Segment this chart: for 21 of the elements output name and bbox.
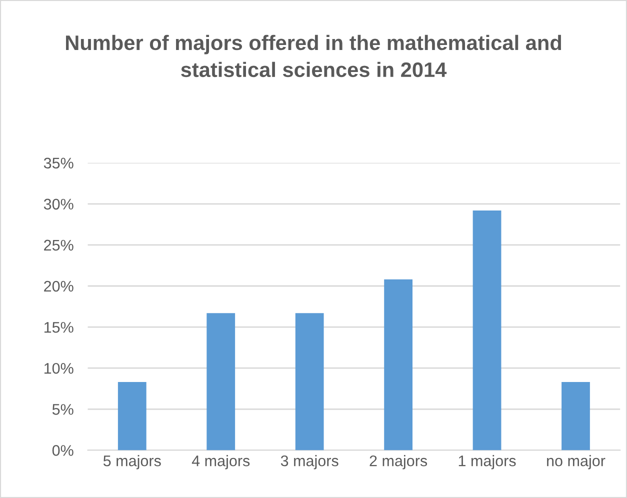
y-tick-label: 35% bbox=[44, 158, 74, 169]
x-tick-label: 5 majors bbox=[103, 455, 161, 470]
chart-title: Number of majors offered in the mathematical and statistical sciences in 2014 bbox=[66, 34, 562, 78]
x-tick-label: no major bbox=[547, 455, 606, 470]
y-tick-label: 25% bbox=[44, 240, 74, 251]
bar bbox=[206, 313, 236, 450]
x-tick-label: 4 majors bbox=[192, 455, 250, 470]
y-tick-label: 5% bbox=[52, 404, 74, 415]
y-tick-label: 20% bbox=[44, 280, 74, 292]
y-tick-label: 15% bbox=[44, 322, 74, 333]
x-tick-label: 1 majors bbox=[458, 455, 516, 470]
bar bbox=[562, 382, 590, 450]
x-tick-label: 3 majors bbox=[280, 455, 338, 470]
bar bbox=[118, 382, 146, 450]
y-tick-label: 10% bbox=[44, 362, 74, 374]
bar bbox=[384, 279, 412, 450]
x-tick-label: 2 majors bbox=[370, 455, 428, 470]
y-tick-label: 30% bbox=[44, 198, 74, 210]
y-tick-label: 0% bbox=[52, 445, 74, 456]
bar bbox=[295, 313, 324, 450]
bar bbox=[472, 210, 502, 450]
